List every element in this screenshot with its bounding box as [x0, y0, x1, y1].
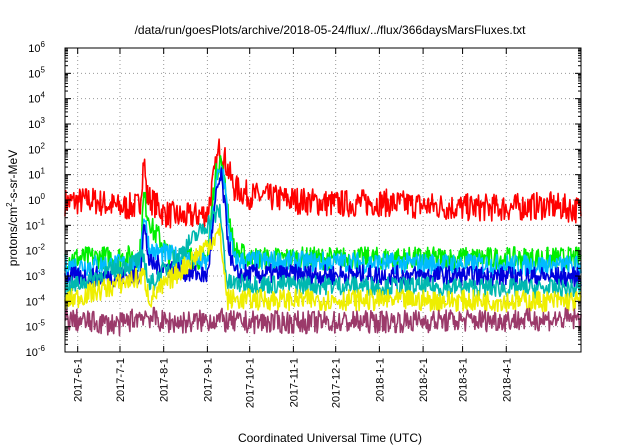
x-tick-label: 2017-9-1: [202, 358, 214, 402]
x-tick-label: 2017-7-1: [115, 358, 127, 402]
x-tick-label: 2018-4-1: [501, 358, 513, 402]
y-tick-label: 106: [28, 40, 45, 55]
x-tick-label: 2018-3-1: [458, 358, 470, 402]
y-tick-label: 100: [28, 192, 45, 207]
x-tick-labels: 2017-6-1 2017-7-1 2017-8-1 2017-9-1 2017-10-…: [73, 358, 514, 408]
y-axis-label: protons/cm2-s-sr-MeV: [5, 150, 20, 266]
y-tick-labels: 10-6 10-5 10-4 10-3 10-2 10-1 100 101 102 103 104 1…: [26, 40, 46, 359]
y-tick-label: 10-4: [26, 293, 46, 308]
y-tick-label: 103: [28, 116, 45, 131]
y-tick-label: 101: [28, 167, 45, 182]
x-tick-label: 2017-10-1: [245, 358, 257, 408]
y-tick-label: 10-1: [26, 217, 46, 232]
data-series-line: [64, 167, 582, 288]
data-series-line: [64, 203, 582, 300]
y-tick-label: 10-5: [26, 319, 46, 334]
y-tick-label: 10-3: [26, 268, 46, 283]
data-series-line: [64, 138, 582, 229]
y-tick-label: 102: [28, 141, 45, 156]
x-tick-label: 2017-11-1: [288, 358, 300, 407]
x-tick-label: 2018-2-1: [418, 358, 430, 402]
x-tick-label: 2017-6-1: [73, 358, 85, 402]
y-tick-label: 105: [28, 65, 45, 80]
data-series-group: [64, 138, 582, 337]
x-tick-label: 2017-12-1: [331, 358, 343, 408]
axis-ticks: [65, 47, 581, 353]
x-axis-label: Coordinated Universal Time (UTC): [238, 431, 422, 445]
x-tick-label: 2018-1-1: [374, 358, 386, 402]
y-tick-label: 10-2: [26, 243, 46, 258]
x-tick-label: 2017-8-1: [159, 358, 171, 402]
data-series-line: [64, 306, 582, 337]
y-tick-label: 104: [28, 91, 45, 106]
data-series-line: [64, 223, 582, 313]
chart-title: /data/run/goesPlots/archive/2018-05-24/f…: [135, 23, 527, 37]
y-tick-label: 10-6: [26, 344, 46, 359]
